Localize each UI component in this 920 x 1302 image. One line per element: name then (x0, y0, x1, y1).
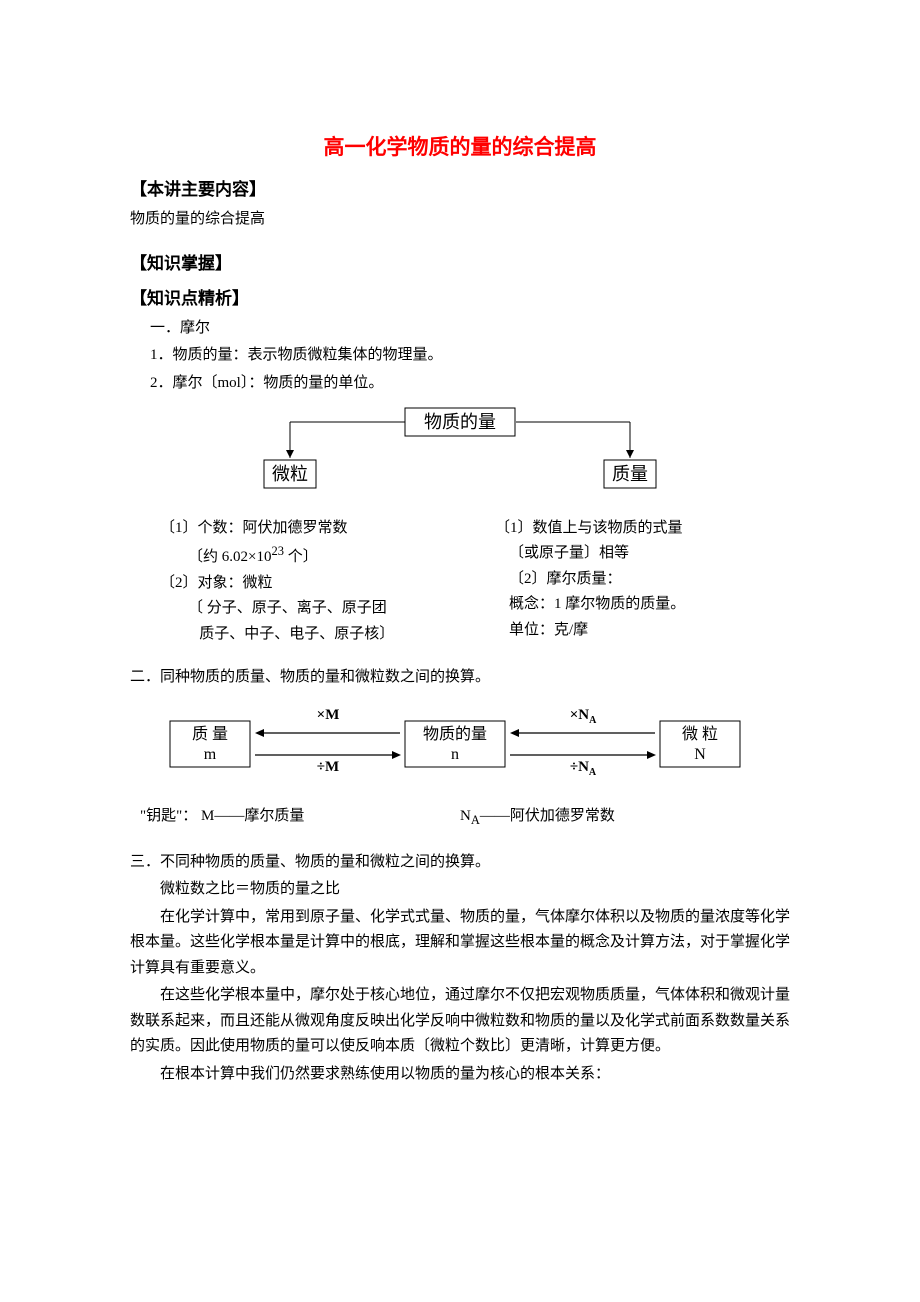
sec3-p1: 微粒数之比＝物质的量之比 (130, 877, 790, 903)
two-columns: 〔1〕个数：阿伏加德罗常数 〔约 6.02×1023 个〕 〔2〕对象：微粒 〔… (160, 516, 790, 648)
col-left-l3: 〔 分子、原子、离子、原子团 (188, 596, 455, 622)
diagram2: 质 量 m 物质的量 n 微 粒 N ×M ÷M ×NA ÷NA (160, 699, 760, 799)
svg-text:物质的量: 物质的量 (423, 725, 487, 743)
col-left: 〔1〕个数：阿伏加德罗常数 〔约 6.02×1023 个〕 〔2〕对象：微粒 〔… (160, 516, 455, 648)
svg-text:×NA: ×NA (570, 707, 597, 726)
svg-text:÷NA: ÷NA (570, 759, 597, 778)
sec1-item1: 1．物质的量：表示物质微粒集体的物理量。 (150, 343, 790, 369)
page-title: 高一化学物质的量的综合提高 (130, 130, 790, 166)
sec3-heading: 三．不同种物质的质量、物质的量和微粒之间的换算。 (130, 850, 790, 876)
sec3-p3: 在这些化学根本量中，摩尔处于核心地位，通过摩尔不仅把宏观物质质量，气体体积和微观… (130, 983, 790, 1060)
svg-text:×M: ×M (317, 707, 340, 723)
col-right: 〔1〕数值上与该物质的式量 〔或原子量〕相等 〔2〕摩尔质量： 概念：1 摩尔物… (495, 516, 790, 648)
svg-text:N: N (694, 746, 706, 763)
svg-text:÷M: ÷M (317, 759, 339, 775)
page: 高一化学物质的量的综合提高 【本讲主要内容】 物质的量的综合提高 【知识掌握】 … (0, 0, 920, 1302)
col-right-r4: 概念：1 摩尔物质的质量。 (509, 592, 790, 618)
svg-text:微 粒: 微 粒 (682, 725, 718, 743)
sec2-heading: 二．同种物质的质量、物质的量和微粒数之间的换算。 (130, 665, 790, 691)
section-main-content-label: 【本讲主要内容】 (130, 176, 790, 205)
col-right-r2: 〔或原子量〕相等 (509, 541, 790, 567)
keys: "钥匙"： M——摩尔质量 NA——阿伏加德罗常数 (140, 804, 790, 831)
sec3-body: 微粒数之比＝物质的量之比 在化学计算中，常用到原子量、化学式式量、物质的量，气体… (130, 877, 790, 1087)
keys-label: "钥匙"： (140, 808, 197, 824)
col-right-r1: 〔1〕数值上与该物质的式量 (495, 516, 790, 542)
keys-k1: M——摩尔质量 (201, 808, 304, 824)
section-knowledge-label: 【知识掌握】 (130, 250, 790, 279)
col-left-l1sub: 〔约 6.02×1023 个〕 (188, 541, 455, 571)
sec1-heading: 一．摩尔 (150, 316, 790, 342)
main-content-body: 物质的量的综合提高 (130, 207, 790, 233)
diagram1-left-text: 微粒 (272, 464, 308, 484)
svg-text:质 量: 质 量 (192, 725, 228, 743)
col-left-l4: 质子、中子、电子、原子核〕 (188, 622, 455, 648)
keys-k2: NA——阿伏加德罗常数 (460, 808, 615, 824)
col-right-r5: 单位：克/摩 (509, 618, 790, 644)
diagram1-top-text: 物质的量 (424, 412, 496, 432)
diagram1-right-text: 质量 (612, 464, 648, 484)
diagram1: 物质的量 微粒 质量 (220, 406, 700, 506)
sec3-p2: 在化学计算中，常用到原子量、化学式式量、物质的量，气体摩尔体积以及物质的量浓度等… (130, 905, 790, 982)
sec3-p4: 在根本计算中我们仍然要求熟练使用以物质的量为核心的根本关系： (130, 1062, 790, 1088)
col-left-l2: 〔2〕对象：微粒 (160, 571, 455, 597)
col-left-l1: 〔1〕个数：阿伏加德罗常数 (160, 516, 455, 542)
section-knowledge-points-label: 【知识点精析】 (130, 285, 790, 314)
col-right-r3: 〔2〕摩尔质量： (509, 567, 790, 593)
svg-text:m: m (204, 746, 217, 763)
sec1-item2: 2．摩尔〔mol〕：物质的量的单位。 (150, 371, 790, 397)
svg-text:n: n (451, 746, 459, 763)
